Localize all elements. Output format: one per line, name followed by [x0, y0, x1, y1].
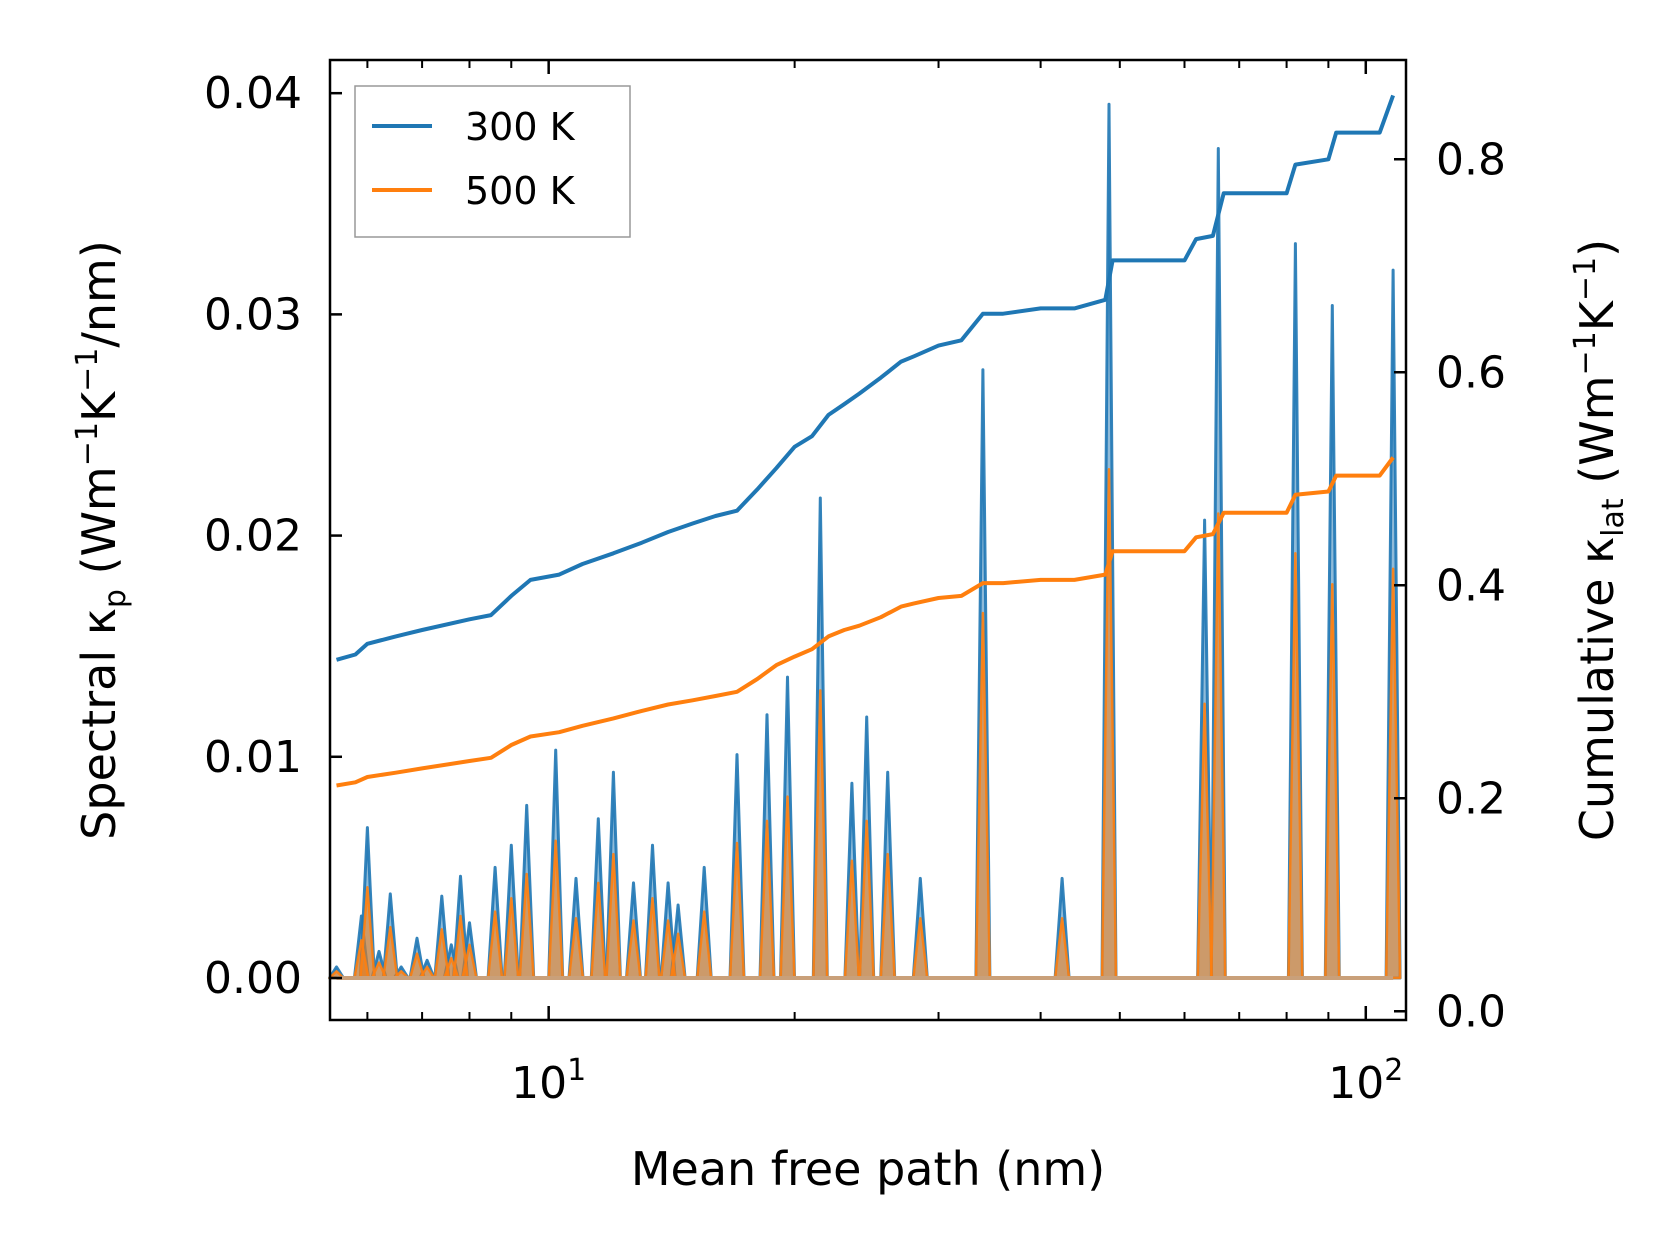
y-axis-label-right: Cumulative κlat (Wm−1K−1)	[1568, 239, 1631, 841]
y-tick-label-left: 0.00	[204, 953, 302, 1004]
y-tick-label-left: 0.02	[204, 511, 302, 562]
y-tick-label-left: 0.01	[204, 732, 302, 783]
y-tick-label-right: 0.0	[1436, 986, 1506, 1037]
cumulative-line-500k	[336, 456, 1395, 788]
spectral-500k	[328, 467, 1402, 980]
y-tick-label-left: 0.04	[204, 68, 302, 119]
legend-label-300k: 300 K	[465, 105, 576, 149]
y-tick-label-right: 0.8	[1436, 134, 1506, 185]
y-tick-label-left: 0.03	[204, 289, 302, 340]
ticks: 0.00 0.01 0.02 0.03 0.04 0.0 0.2 0.4 0.6 0.8 101 10…	[204, 60, 1506, 1109]
y-axis-label-left: Spectral κp (Wm−1K−1/nm)	[70, 240, 133, 840]
spectral-fills	[328, 102, 1402, 980]
cumulative-lines	[335, 94, 1395, 788]
spectral-peak	[1384, 567, 1402, 980]
legend-box	[354, 85, 631, 238]
x-axis-label: Mean free path (nm)	[631, 1142, 1105, 1196]
y-tick-label-right: 0.2	[1436, 773, 1506, 824]
legend: 300 K 500 K	[354, 85, 631, 238]
plot-frame	[328, 58, 1408, 1022]
cumulative-line-300k	[335, 94, 1395, 662]
y-tick-label-right: 0.4	[1436, 560, 1506, 611]
legend-label-500k: 500 K	[465, 169, 576, 213]
y-tick-label-right: 0.6	[1436, 347, 1506, 398]
x-tick-label: 101	[511, 1053, 586, 1109]
x-tick-label: 102	[1328, 1053, 1403, 1109]
